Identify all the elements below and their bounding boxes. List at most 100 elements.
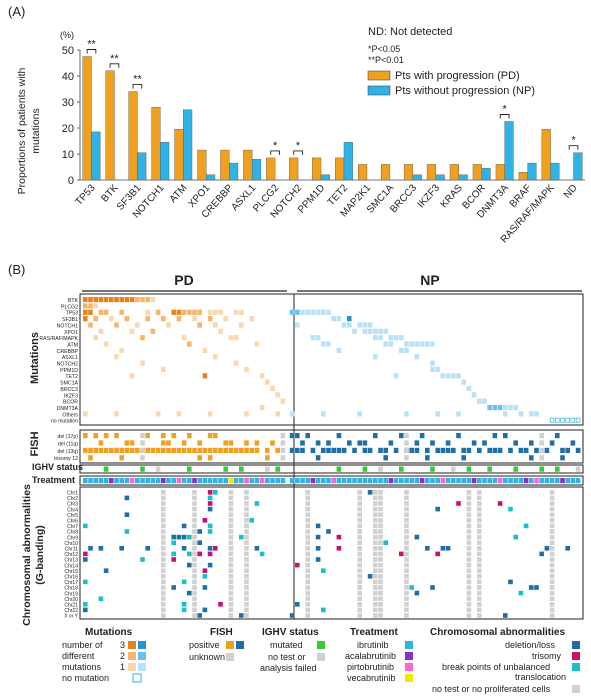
treatment-cell [103, 478, 109, 484]
chrom-cell-notest [373, 562, 378, 568]
mutation-cell-np [487, 404, 492, 411]
mutation-row-label: BTK [68, 298, 79, 304]
treatment-cell [150, 478, 156, 484]
fish-row-title: FISH [29, 431, 41, 456]
chrom-cell-notest [244, 590, 249, 596]
chrom-cell-trisomy [83, 551, 88, 557]
treatment-cell [259, 478, 265, 484]
chrom-cell-breakpoint [259, 551, 265, 557]
chrom-cell-notest [161, 613, 166, 618]
treatment-cell [399, 478, 404, 484]
fish-cell-np [461, 455, 466, 461]
chrom-cell-notest [357, 490, 362, 495]
chrom-cell-trisomy [295, 562, 300, 568]
chrom-cell-notest [466, 607, 472, 613]
mutation-cell-pd [275, 392, 280, 398]
fish-cell-unknown [140, 455, 145, 461]
treatment-cell [140, 478, 145, 484]
fish-cell-pd [187, 447, 192, 453]
chrom-cell-notest [357, 540, 362, 545]
chrom-cell-notest [477, 529, 482, 534]
chrom-cell-notest [192, 540, 197, 545]
chrom-cell-notest [161, 506, 166, 512]
fish-cell-pd [197, 455, 202, 461]
legend-np1-swatch [138, 663, 146, 671]
chrom-cell-notest [477, 495, 482, 501]
mutation-cell-pd [218, 309, 223, 315]
chrom-cell-notest [305, 551, 310, 557]
mutation-cell-np [295, 322, 300, 328]
bar-np [550, 162, 560, 181]
fish-cell-pd [88, 447, 93, 453]
y-tick-label: 20 [62, 123, 74, 135]
chrom-cell-deletion [98, 546, 104, 551]
chrom-cell-notest [378, 506, 383, 512]
treatment-cell [109, 478, 114, 484]
ighv-cell-notest [155, 466, 161, 472]
bar-pd [472, 164, 482, 181]
chrom-cell-breakpoint [207, 495, 213, 501]
ighv-cell-mutated [362, 466, 368, 472]
chrom-cell-notest [357, 501, 362, 506]
chrom-cell-notest [357, 512, 362, 517]
mutation-cell-pd [124, 297, 130, 303]
mutation-cell-np [435, 411, 440, 417]
legend-np-swatch [367, 85, 391, 96]
chrom-cell-notest [477, 512, 482, 517]
chrom-cell-notest [192, 518, 197, 523]
significance-bracket [293, 150, 303, 155]
mutation-cell-pd [192, 309, 197, 315]
fish-cell-np [471, 440, 477, 446]
fish-cell-np [289, 433, 295, 439]
chrom-cell-notest [192, 501, 197, 506]
sig-note-1: *P<0.05 [368, 44, 400, 54]
chrom-cell-notest [378, 546, 383, 551]
mutation-cell-pd [244, 366, 249, 373]
mutation-cell-pd [119, 347, 124, 353]
treatment-cell [265, 478, 270, 484]
mutation-cell-pd [259, 404, 265, 411]
chrom-cell-notest [373, 501, 378, 506]
chrom-cell-notest [549, 546, 555, 551]
bar-np [160, 142, 170, 181]
fish-cell-pd [223, 447, 228, 453]
chrom-cell-notest [228, 490, 234, 495]
treatment-cell [435, 478, 440, 484]
chrom-cell-notest [466, 585, 472, 590]
no-mutation-cell [555, 417, 560, 423]
fish-cell-pd [166, 440, 171, 446]
fish-cell-unknown [140, 433, 145, 439]
chrom-cell-notest [378, 607, 383, 613]
chrom-cell-deletion [181, 546, 187, 551]
chrom-cell-notest [549, 534, 555, 540]
treatment-cell [218, 478, 223, 484]
chrom-cell-notest [549, 607, 555, 613]
chrom-cell-notest [466, 518, 472, 523]
treatment-cell [523, 478, 529, 484]
chrom-cell-notest [404, 506, 409, 512]
mutation-cell-np [388, 341, 394, 347]
chrom-cell-notest [549, 551, 555, 557]
mutation-cell-pd [192, 316, 197, 322]
chrom-cell-deletion [145, 546, 150, 551]
chrom-cell-trisomy [218, 602, 223, 607]
chrom-cell-notest [244, 574, 249, 579]
chrom-cell-trisomy [207, 501, 213, 506]
fish-cell-np [315, 440, 321, 446]
chrom-cell-notest [378, 590, 383, 596]
chrom-cell-notest [357, 579, 362, 585]
chrom-cell-notest [404, 529, 409, 534]
mutation-cell-np [534, 411, 539, 417]
chrom-cell-notest [477, 568, 482, 573]
legend-tx-acalabrutinib: acalabrutinib [345, 651, 396, 661]
chrom-cell-notest [244, 534, 249, 540]
chrom-row-label: Chr13 [64, 558, 78, 564]
chrom-cell-notest [228, 574, 234, 579]
legend-fish-title: FISH [210, 627, 233, 638]
chrom-cell-notest [378, 568, 383, 573]
fish-cell-np [373, 433, 378, 439]
chrom-cell-breakpoint [518, 590, 524, 596]
mutation-row-label: ATM [67, 342, 78, 348]
chrom-cell-deletion [435, 506, 440, 512]
chrom-cell-notest [404, 495, 409, 501]
